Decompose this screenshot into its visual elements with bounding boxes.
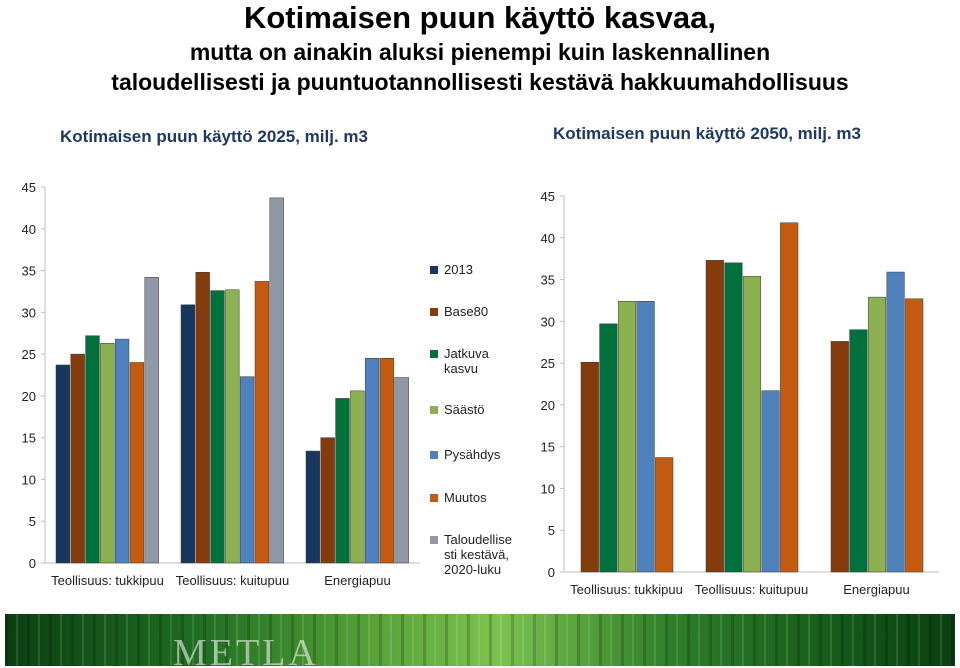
y-tick-label: 40 [541,231,555,246]
bar [849,329,868,573]
bar [617,301,637,573]
x-category-label: Teollisuus: tukkipuu [570,582,683,597]
legend-item: Base80 [430,304,524,319]
bar [100,342,115,564]
y-tick-label: 20 [22,389,36,404]
x-category-label: Teollisuus: kuitupuu [695,582,808,597]
page-subtitle-line-1: mutta on ainakin aluksi pienempi kuin la… [189,39,771,65]
y-tick-label: 5 [548,523,555,538]
legend-swatch [430,406,438,414]
y-tick-label: 0 [548,565,555,580]
bar [364,358,380,564]
bar [85,335,100,564]
footer-texture [5,614,955,666]
legend-item: Pysähdys [430,447,524,462]
bar [305,450,321,564]
x-category-label: Energiapuu [843,582,910,597]
bar [636,301,655,573]
bar [599,323,618,573]
legend-swatch [430,536,438,544]
chart-2025: 0 5 10 15 20 25 30 35 40 45 Teollisuus: tukkipuu Te… [22,180,420,588]
bar [886,271,905,573]
bar [394,377,409,564]
footer-banner: METLA [5,614,955,666]
y-tick-label: 15 [22,431,36,446]
legend-label: Säästö [444,402,485,417]
y-tick-label: 5 [29,514,36,529]
bar [254,281,270,564]
bar [144,276,159,564]
bar [905,298,924,573]
y-tick-label: 30 [541,314,555,329]
bar [655,457,674,573]
chart-2025-title: Kotimaisen puun käyttö 2025, milj. m3 [60,127,368,146]
y-tick-label: 15 [541,440,555,455]
bar [742,275,762,573]
bar [761,390,780,573]
legend-label: Jatkuva kasvu [444,346,489,376]
bar [867,296,887,573]
y-tick-label: 10 [541,481,555,496]
legend-label: Muutos [444,490,487,505]
bar [225,289,240,564]
bar [705,260,724,573]
legend-swatch [430,308,438,316]
legend-swatch [430,350,438,358]
page-title: Kotimaisen puun käyttö kasvaa, [243,0,717,35]
x-category-label: Teollisuus: kuitupuu [176,573,289,588]
y-tick-label: 20 [541,398,555,413]
chart-2050: 0 5 10 15 20 25 30 35 40 45 Teollisuus: tukkipuu Te… [541,189,939,597]
legend-swatch [430,494,438,502]
legend-item: Säästö [430,402,524,417]
y-tick-label: 30 [22,305,36,320]
bar [335,398,350,564]
y-tick-label: 35 [541,273,555,288]
legend-swatch [430,266,438,274]
y-tick-label: 0 [29,556,36,571]
bar [379,358,395,564]
y-tick-label: 35 [22,264,36,279]
bar [210,290,225,564]
y-tick-label: 45 [22,180,36,195]
y-tick-label: 45 [541,189,555,204]
y-tick-label: 25 [541,356,555,371]
bar [350,390,365,564]
bar [114,338,130,564]
page-subtitle-line-2: taloudellisesti ja puuntuotannollisesti … [111,69,849,95]
legend-label: Base80 [444,304,489,319]
bar [830,341,849,573]
bar [70,353,85,564]
bar [580,362,599,573]
legend-label: 2013 [444,262,473,277]
bar [195,271,210,564]
metla-logo: METLA [173,632,319,666]
x-category-label: Energiapuu [324,573,391,588]
bar [55,364,71,564]
chart-2050-title: Kotimaisen puun käyttö 2050, milj. m3 [553,124,861,143]
y-tick-label: 40 [22,222,36,237]
legend-label: Pysähdys [444,447,501,462]
y-tick-label: 10 [22,472,36,487]
bar [780,222,799,573]
bar [320,437,335,564]
legend-swatch [430,451,438,459]
legend-item: Jatkuva kasvu [430,346,524,376]
legend-item: 2013 [430,262,524,277]
legend-item: Muutos [430,490,524,505]
y-tick-label: 25 [22,347,36,362]
x-category-label: Teollisuus: tukkipuu [51,573,164,588]
bar [269,197,284,564]
bar [129,362,145,564]
bar [180,304,196,564]
legend-item: Taloudellise sti kestävä, 2020-luku [430,532,524,577]
legend-label: Taloudellise sti kestävä, 2020-luku [444,532,512,577]
bar [724,262,743,573]
bar [239,376,255,564]
